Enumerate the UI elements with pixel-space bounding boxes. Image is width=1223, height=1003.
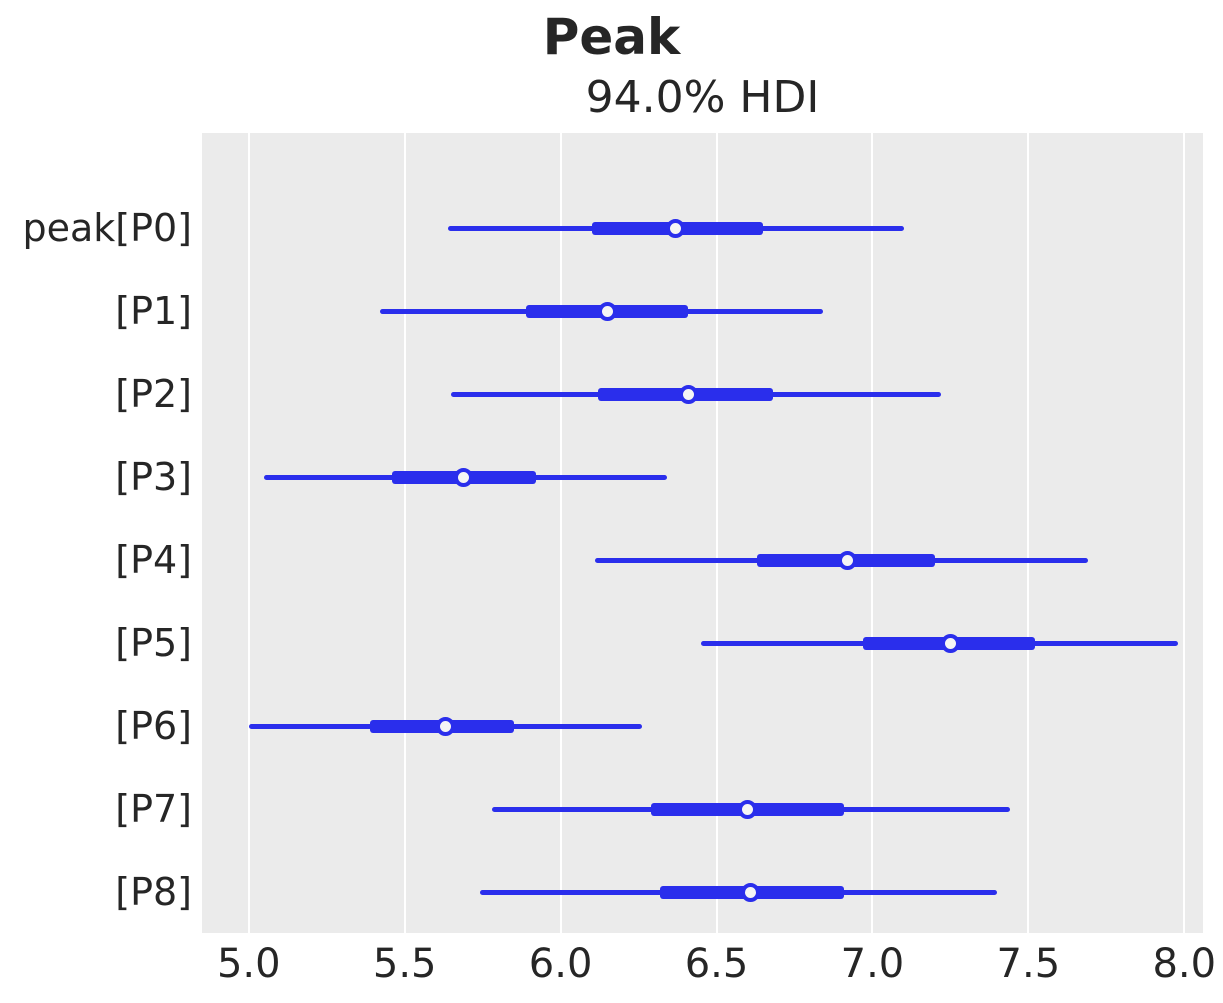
x-tick-label: 5.5 [372,941,437,987]
median-marker [666,218,686,238]
x-gridline [715,133,718,933]
x-gridline [1027,133,1030,933]
median-marker [741,882,761,902]
x-tick-label: 5.0 [216,941,281,987]
y-tick-label: [P8] [115,870,192,914]
x-gridline [559,133,562,933]
median-marker [738,799,758,819]
y-tick-label: [P6] [115,704,192,748]
y-tick-label: [P7] [115,787,192,831]
x-tick-label: 7.5 [996,941,1061,987]
plot-title: Peak [542,8,681,66]
plot-subtitle: 94.0% HDI [585,72,820,123]
x-gridline [1183,133,1186,933]
x-tick-label: 6.5 [684,941,749,987]
median-marker [838,550,857,570]
y-tick-label: [P1] [115,289,192,333]
plot-area [202,133,1203,933]
x-gridline [403,133,406,933]
y-tick-label: [P2] [115,372,192,416]
median-marker [454,467,474,487]
y-tick-label: [P5] [115,621,192,665]
median-marker [597,301,617,321]
x-gridline [871,133,874,933]
y-tick-label: [P4] [115,538,192,582]
median-marker [678,384,698,404]
median-marker [435,716,455,736]
x-tick-label: 7.0 [840,941,905,987]
x-tick-label: 6.0 [528,941,593,987]
x-tick-label: 8.0 [1152,941,1217,987]
y-tick-label: peak[P0] [22,206,192,250]
median-marker [940,633,960,653]
x-gridline [247,133,250,933]
y-tick-label: [P3] [115,455,192,499]
